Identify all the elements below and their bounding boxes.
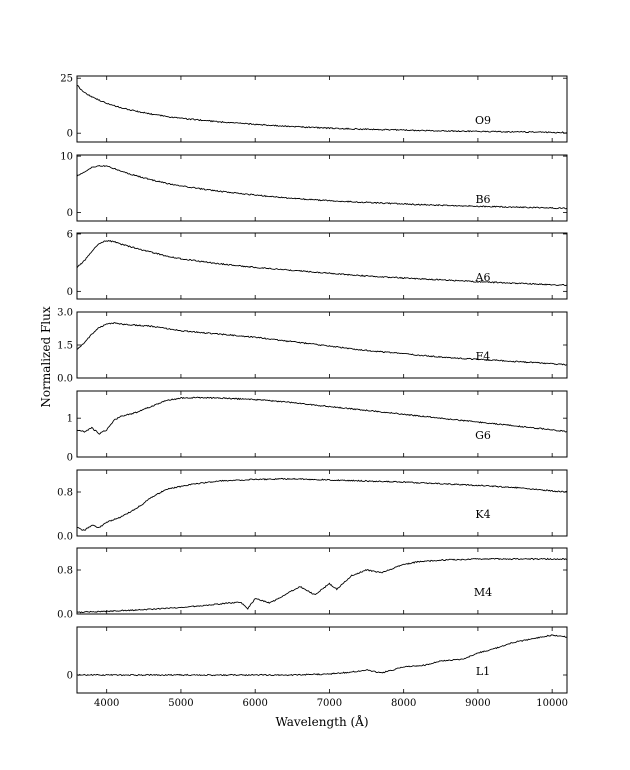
panel-g6: 0 1 G6 (67, 390, 568, 464)
y-tick-label: 0.0 (57, 532, 73, 543)
y-tick-label: 1.5 (57, 341, 73, 352)
y-tick-label: 0 (67, 287, 73, 298)
x-tick-label: 7000 (317, 698, 342, 709)
x-tick-label: 10000 (536, 698, 568, 709)
x-tick-label: 8000 (391, 698, 416, 709)
x-tick-label: 9000 (465, 698, 490, 709)
panel-frame (76, 154, 568, 222)
spectral-type-label: K4 (475, 508, 490, 521)
y-tick-label: 0.0 (57, 374, 73, 385)
y-tick-label: 25 (60, 74, 73, 85)
x-tick-label: 5000 (168, 698, 193, 709)
y-axis-label: Normalized Flux (39, 306, 53, 407)
x-tick-label: 4000 (94, 698, 119, 709)
y-tick-label: 0 (67, 453, 73, 464)
y-tick-label: 0.0 (57, 610, 73, 621)
y-tick-label: 0.8 (57, 488, 73, 499)
spectrum-line (76, 396, 568, 435)
panel-k4: 0.0 0.8 K4 (57, 469, 568, 543)
spectral-type-label: G6 (475, 429, 491, 442)
panel-frame (76, 75, 568, 143)
y-tick-label: 0 (67, 208, 73, 219)
panel-f4: 0.0 1.5 3.0 F4 (57, 308, 568, 385)
y-tick-label: 10 (60, 152, 73, 163)
panel-m4: 0.0 0.8 M4 (57, 547, 568, 621)
y-tick-label: 0 (67, 129, 73, 140)
x-tick-label: 6000 (242, 698, 267, 709)
panel-b6: 0 10 B6 (60, 152, 568, 222)
panel-frame (76, 626, 568, 694)
spectrum-line (76, 164, 568, 210)
panel-o9: 0 25 O9 (60, 74, 568, 143)
panel-frame (76, 390, 568, 458)
spectrum-line (76, 557, 568, 614)
spectrum-line (76, 239, 568, 287)
spectrum-line (76, 322, 568, 366)
spectral-type-label: F4 (476, 350, 491, 363)
panel-l1: 0 L1 4000 5000 6000 7000 8000 9000 10000 (67, 626, 568, 709)
x-axis-label: Wavelength (Å) (275, 714, 368, 729)
y-tick-label: 0.8 (57, 566, 73, 577)
spectrum-line (76, 84, 568, 134)
panels: 025O9010B606A60.01.53.0F401G60.00.8K40.0… (57, 74, 568, 709)
panel-frame (76, 547, 568, 615)
spectral-type-label: L1 (476, 665, 490, 678)
panel-frame (76, 232, 568, 300)
y-tick-label: 1 (67, 414, 73, 425)
spectral-type-label: O9 (475, 114, 491, 127)
spectrum-line (77, 634, 568, 677)
spectral-type-label: B6 (475, 193, 490, 206)
y-tick-label: 0 (67, 671, 73, 682)
y-tick-label: 6 (67, 229, 73, 240)
spectral-type-label: A6 (475, 271, 491, 284)
spectrum-line (76, 477, 568, 531)
panel-a6: 0 6 A6 (67, 229, 568, 300)
spectral-type-label: M4 (474, 586, 492, 599)
panel-frame (76, 469, 568, 537)
y-tick-label: 3.0 (57, 308, 73, 319)
